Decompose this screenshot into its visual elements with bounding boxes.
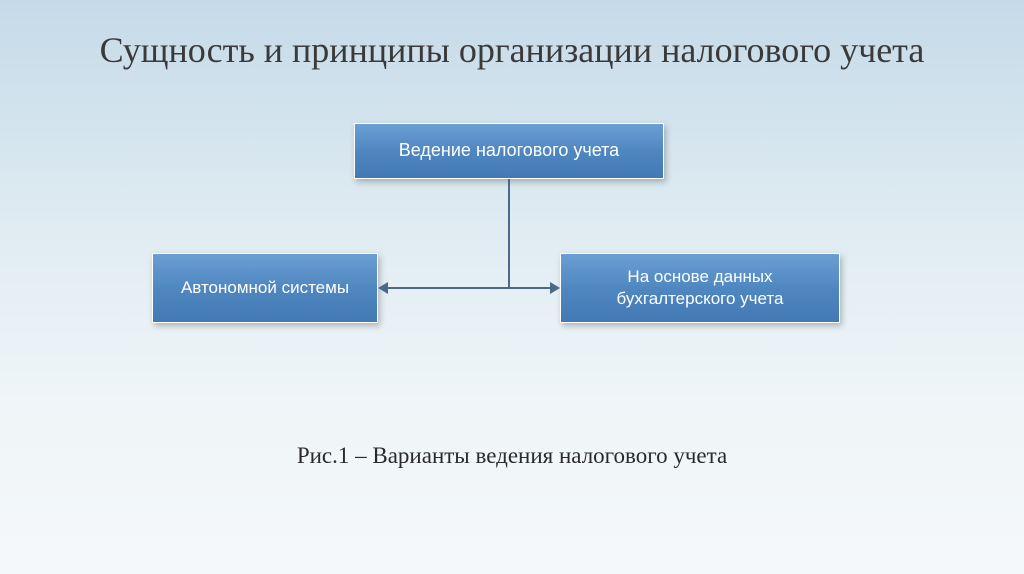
org-chart-diagram: Ведение налогового учета Автономной сист… <box>0 123 1024 423</box>
arrow-right <box>550 282 560 294</box>
right-child-node: На основе данных бухгалтерского учета <box>560 253 840 323</box>
right-child-label: На основе данных бухгалтерского учета <box>571 266 829 310</box>
connector-vertical <box>508 179 510 288</box>
connector-horizontal-left <box>388 287 509 289</box>
connector-horizontal-right <box>509 287 550 289</box>
page-title: Сущность и принципы организации налогово… <box>0 0 1024 73</box>
root-node-label: Ведение налогового учета <box>399 139 619 162</box>
figure-caption: Рис.1 – Варианты ведения налогового учет… <box>0 443 1024 469</box>
arrow-left <box>378 282 388 294</box>
left-child-node: Автономной системы <box>152 253 378 323</box>
left-child-label: Автономной системы <box>181 277 349 299</box>
root-node: Ведение налогового учета <box>354 123 664 179</box>
